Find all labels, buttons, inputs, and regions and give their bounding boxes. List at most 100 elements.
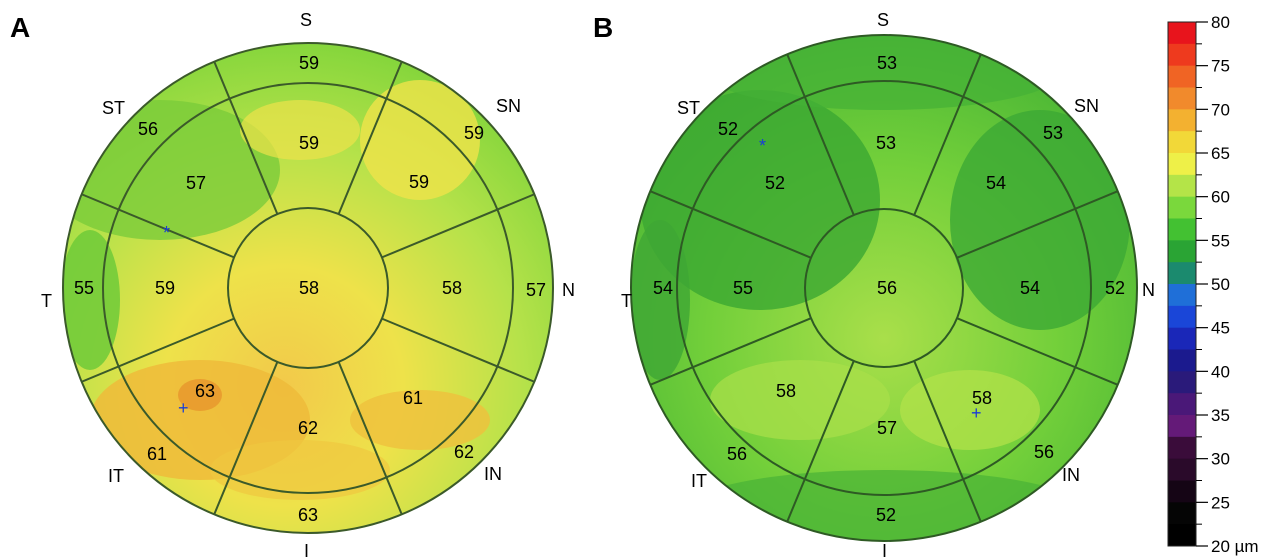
color-scale-tick-label: 25 bbox=[1211, 493, 1230, 512]
panel-a-dir-it: IT bbox=[108, 466, 124, 486]
panel-b-asterisk-marker: * bbox=[759, 136, 766, 156]
panel-b-dir-st: ST bbox=[677, 98, 700, 118]
color-scale-cell bbox=[1168, 524, 1196, 547]
panel-b-inner-sn: 54 bbox=[986, 173, 1006, 193]
sector-spoke bbox=[913, 53, 982, 216]
panel-b-directions: S SN N IN I IT T ST bbox=[621, 10, 1155, 557]
color-scale-cell bbox=[1168, 240, 1196, 263]
panel-a-dir-st: ST bbox=[102, 98, 125, 118]
sector-spoke bbox=[337, 361, 403, 515]
panel-b-outer-it: 56 bbox=[727, 444, 747, 464]
color-scale-cell bbox=[1168, 502, 1196, 525]
sector-spoke bbox=[81, 317, 235, 383]
panel-a-inner-in: 61 bbox=[403, 388, 423, 408]
panel-a-center-value: 58 bbox=[299, 278, 319, 298]
panel-a-outer-s: 59 bbox=[299, 53, 319, 73]
panel-b-inner-t: 55 bbox=[733, 278, 753, 298]
sector-spoke bbox=[786, 360, 855, 523]
panel-a-outer-n: 57 bbox=[526, 280, 546, 300]
panel-b-outer-in: 56 bbox=[1034, 442, 1054, 462]
sector-spoke bbox=[381, 193, 535, 259]
sector-spoke bbox=[649, 190, 812, 259]
panel-a-dir-i: I bbox=[304, 541, 309, 557]
panel-a-outer-st: 56 bbox=[138, 119, 158, 139]
panel-b: B S SN N IN I IT T ST 56 bbox=[593, 10, 1155, 557]
panel-b-letter: B bbox=[593, 12, 613, 43]
panel-b-dir-n: N bbox=[1142, 280, 1155, 300]
color-scale-tick-label: 50 bbox=[1211, 275, 1230, 294]
panel-a-dir-sn: SN bbox=[496, 96, 521, 116]
panel-b-dir-it: IT bbox=[691, 471, 707, 491]
panel-a-outer-it: 61 bbox=[147, 444, 167, 464]
panel-b-inner-st: 52 bbox=[765, 173, 785, 193]
color-scale-tick-label: 70 bbox=[1211, 100, 1230, 119]
color-scale-tick-label: 65 bbox=[1211, 144, 1230, 163]
color-scale-cell bbox=[1168, 393, 1196, 416]
panel-b-inner-it: 58 bbox=[776, 381, 796, 401]
panel-b-values: 56 53 54 54 58 57 58 55 52 53 53 52 56 5… bbox=[653, 53, 1125, 525]
color-scale-tick-label: 80 bbox=[1211, 13, 1230, 32]
panel-a-dir-s: S bbox=[300, 10, 312, 30]
color-scale-cell bbox=[1168, 349, 1196, 372]
color-scale-cell bbox=[1168, 65, 1196, 88]
color-scale-cell bbox=[1168, 43, 1196, 67]
thickness-color-scale: 80 75 70 65 60 55 50 45 40 35 30 25 20 µm bbox=[1167, 13, 1259, 556]
sector-spoke bbox=[81, 193, 235, 259]
color-scale-cell bbox=[1168, 109, 1196, 132]
sector-spoke bbox=[213, 361, 279, 515]
color-scale-tick-label: 45 bbox=[1211, 319, 1230, 338]
color-scale-tick-label: 75 bbox=[1211, 57, 1230, 76]
panel-a: A S SN N IN I IT T ST bbox=[10, 10, 575, 557]
color-scale-cell bbox=[1168, 153, 1196, 176]
panel-b-grid bbox=[630, 34, 1138, 542]
panel-b-outer-i: 52 bbox=[876, 505, 896, 525]
panel-b-color-patches bbox=[631, 35, 1130, 541]
panel-b-outer-s: 53 bbox=[877, 53, 897, 73]
panel-b-dir-in: IN bbox=[1062, 465, 1080, 485]
color-scale-cell bbox=[1168, 174, 1196, 198]
panel-a-outer-sn: 59 bbox=[464, 123, 484, 143]
color-scale-ticks: 80 75 70 65 60 55 50 45 40 35 30 25 20 µm bbox=[1196, 13, 1259, 556]
sector-spoke bbox=[786, 53, 855, 216]
color-scale-tick-label: 55 bbox=[1211, 231, 1230, 250]
panel-a-outer-in: 62 bbox=[454, 442, 474, 462]
sector-spoke bbox=[956, 190, 1119, 259]
panel-a-asterisk-marker: * bbox=[163, 223, 170, 243]
color-scale-cell bbox=[1168, 262, 1196, 285]
panel-a-plus-marker: + bbox=[178, 398, 189, 418]
panel-a-outer-i: 63 bbox=[298, 505, 318, 525]
panel-b-inner-i: 57 bbox=[877, 418, 897, 438]
panel-b-plus-marker: + bbox=[971, 403, 982, 423]
panel-a-values: 58 59 59 58 61 62 63 59 57 59 59 57 62 6… bbox=[74, 53, 546, 525]
color-scale-cells bbox=[1168, 22, 1196, 547]
panel-a-directions: S SN N IN I IT T ST bbox=[41, 10, 575, 557]
sector-spoke bbox=[913, 360, 982, 523]
panel-a-inner-s: 59 bbox=[299, 133, 319, 153]
panel-b-outer-n: 52 bbox=[1105, 278, 1125, 298]
color-scale-cell bbox=[1168, 131, 1196, 154]
sector-spoke bbox=[213, 61, 279, 215]
color-scale-tick-label: 60 bbox=[1211, 188, 1230, 207]
panel-b-dir-sn: SN bbox=[1074, 96, 1099, 116]
panel-a-inner-st: 57 bbox=[186, 173, 206, 193]
panel-b-inner-n: 54 bbox=[1020, 278, 1040, 298]
panel-b-outer-t: 54 bbox=[653, 278, 673, 298]
color-scale-cell bbox=[1168, 196, 1196, 219]
panel-b-outer-sn: 53 bbox=[1043, 123, 1063, 143]
color-scale-cell bbox=[1168, 436, 1196, 460]
panel-b-outer-st: 52 bbox=[718, 119, 738, 139]
color-scale-cell bbox=[1168, 371, 1196, 394]
color-scale-cell bbox=[1168, 305, 1196, 329]
color-scale-cell bbox=[1168, 87, 1196, 110]
color-scale-tick-label: 40 bbox=[1211, 362, 1230, 381]
panel-b-dir-t: T bbox=[621, 291, 632, 311]
panel-b-dir-s: S bbox=[877, 10, 889, 30]
sector-spoke bbox=[649, 317, 812, 386]
panel-a-grid bbox=[62, 42, 554, 534]
panel-b-inner-in: 58 bbox=[972, 388, 992, 408]
panel-a-dir-t: T bbox=[41, 291, 52, 311]
sector-spoke bbox=[956, 317, 1119, 386]
color-scale-cell bbox=[1168, 284, 1196, 307]
panel-a-inner-it: 63 bbox=[195, 381, 215, 401]
panel-b-center-value: 56 bbox=[877, 278, 897, 298]
